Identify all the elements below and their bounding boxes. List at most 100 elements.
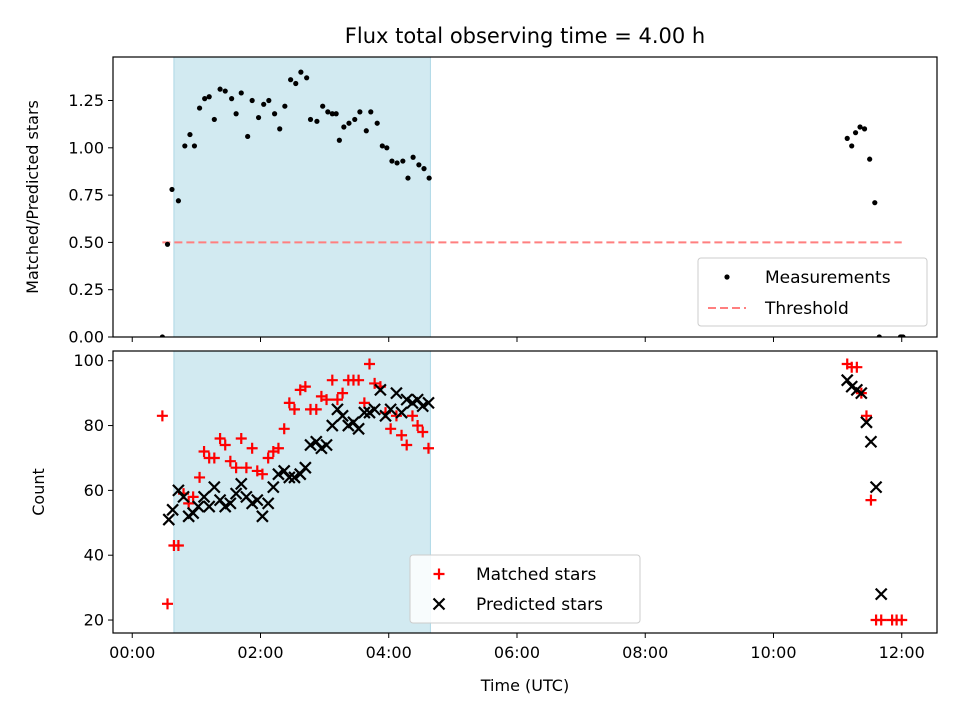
measurement-point (357, 109, 363, 115)
measurement-point (844, 135, 850, 141)
legend: Measurements Threshold (697, 257, 928, 327)
matched-star-point (172, 539, 184, 551)
measurement-point (872, 200, 878, 206)
matched-star-point (162, 598, 174, 610)
measurement-point (379, 143, 385, 149)
y-tick-label: 60 (84, 481, 104, 500)
predicted-star-point (251, 493, 264, 507)
predicted-star-point (840, 373, 854, 387)
matched-star-point (214, 433, 226, 445)
x-axis-label: Time (UTC) (480, 676, 569, 695)
matched-star-point (412, 420, 424, 432)
matched-star-point (326, 374, 338, 386)
matched-star-point (256, 468, 268, 480)
matched-star-point (401, 439, 413, 451)
legend-box (697, 257, 928, 327)
matched-star-point (331, 394, 343, 406)
measurement-point (206, 94, 212, 100)
predicted-star-point (256, 510, 269, 523)
predicted-star-point (299, 461, 312, 474)
predicted-star-point (197, 490, 211, 504)
measurement-point (217, 86, 223, 92)
y-tick-label: 0.25 (68, 280, 104, 299)
measurement-point (368, 109, 374, 115)
measurement-point (374, 120, 380, 126)
matched-star-point (183, 497, 195, 509)
measurement-point (293, 80, 299, 87)
measurement-point (857, 124, 863, 130)
measurement-point (196, 105, 203, 111)
chart-panel-2: 20 40 60 80 100 00:00 02:00 04:00 06:00 08:00 10:0… (29, 350, 938, 695)
legend-label-threshold: Threshold (764, 299, 849, 319)
measurement-point (233, 111, 239, 117)
matched-star-point (851, 361, 863, 373)
measurement-point (266, 97, 272, 104)
predicted-star-point (166, 503, 179, 517)
measurement-point (314, 118, 320, 124)
legend-label-measurements: Measurements (765, 268, 891, 288)
measurement-point (421, 166, 427, 172)
predicted-star-point (229, 487, 243, 500)
y-tick-label: 40 (84, 546, 104, 565)
matched-star-point (396, 429, 408, 441)
series-markers (159, 69, 906, 337)
predicted-star-point (261, 497, 275, 510)
y-axis-label: Matched/Predicted stars (23, 100, 42, 294)
predicted-star-point (384, 403, 397, 416)
series-markers (156, 358, 908, 626)
measurement-point (238, 90, 244, 96)
measurement-point (277, 126, 283, 132)
matched-star-point (230, 462, 242, 474)
predicted-star-point (422, 396, 435, 410)
predicted-star-point (368, 403, 381, 416)
matched-star-point (417, 426, 429, 438)
measurement-point (182, 143, 188, 149)
measurement-point (867, 156, 873, 162)
predicted-star-point (855, 386, 868, 400)
predicted-star-point (869, 480, 883, 494)
matched-star-point (865, 494, 877, 506)
measurement-point (288, 77, 294, 83)
predicted-star-point (416, 399, 429, 413)
axes-frame (112, 56, 938, 338)
matched-star-point (860, 410, 872, 422)
measurement-point (333, 111, 339, 117)
y-tick-label: 0.50 (68, 233, 104, 252)
predicted-star-point (288, 471, 301, 484)
observing-span (173, 350, 431, 634)
matched-star-point (278, 423, 290, 435)
matched-star-point (369, 377, 381, 389)
predicted-star-point (336, 409, 349, 423)
measurement-point (202, 96, 208, 102)
chart-title: Flux total observing time = 4.00 h (345, 24, 705, 48)
matched-star-point (337, 387, 349, 399)
predicted-star-point (326, 419, 339, 432)
predicted-star-point (177, 490, 190, 504)
chart-panel-1: 0.00 0.25 0.50 0.75 1.00 1.25 Matched/Predicte… (23, 24, 938, 347)
matched-star-point (156, 410, 168, 422)
measurement-point (191, 143, 198, 149)
measurement-point (271, 111, 278, 117)
predicted-star-point (224, 497, 237, 510)
matched-star-point (406, 410, 418, 422)
matched-star-point (353, 374, 365, 386)
measurement-point (282, 103, 288, 109)
measurement-point (426, 175, 432, 181)
legend: Matched stars Predicted stars (409, 554, 641, 624)
x-tick-label: 00:00 (109, 643, 155, 662)
legend-marker-matched (433, 568, 445, 580)
predicted-star-point (374, 383, 387, 397)
measurement-point (410, 154, 416, 160)
measurement-point (245, 133, 251, 140)
measurement-point (159, 334, 165, 337)
x-tick-label: 10:00 (750, 643, 796, 662)
measurement-point (389, 158, 395, 164)
measurement-point (222, 88, 228, 94)
y-tick-label: 0.00 (68, 328, 104, 347)
predicted-star-point (874, 587, 888, 601)
matched-star-point (299, 381, 311, 393)
predicted-star-point (860, 416, 873, 429)
y-tick-label: 1.25 (68, 91, 104, 110)
